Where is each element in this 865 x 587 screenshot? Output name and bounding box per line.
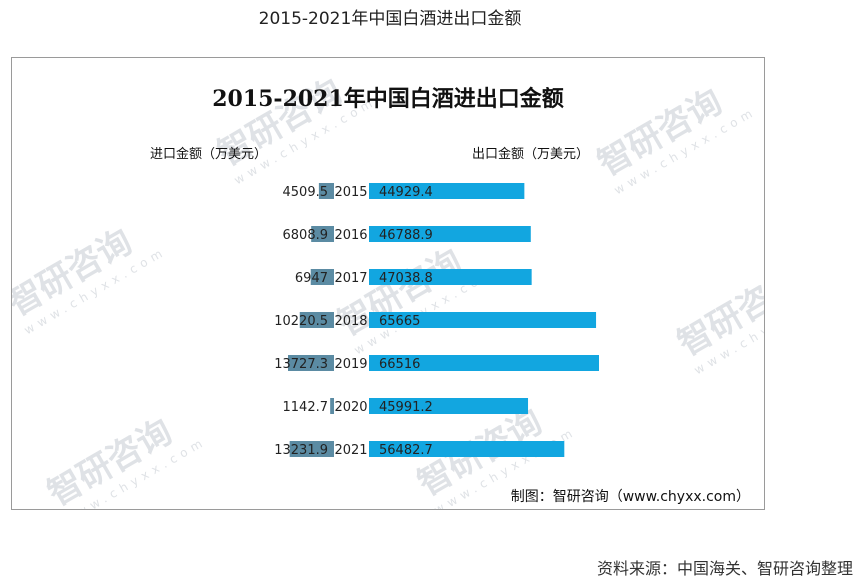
export-value-label: 56482.7 bbox=[379, 443, 433, 458]
import-value-label: 6808.9 bbox=[283, 228, 329, 243]
chart: 2015-2021年中国白酒进出口金额 进口金额（万美元） 出口金额（万美元） … bbox=[150, 86, 750, 505]
import-value-label: 13231.9 bbox=[274, 443, 328, 458]
import-value-label: 1142.7 bbox=[283, 400, 329, 415]
import-value-label: 10220.5 bbox=[274, 314, 328, 329]
year-label: 2015 bbox=[334, 185, 367, 200]
import-value-label: 4509.5 bbox=[283, 185, 329, 200]
export-bar bbox=[369, 183, 525, 199]
year-label: 2019 bbox=[334, 357, 367, 372]
chart-credit: 制图：智研咨询（www.chyxx.com） bbox=[511, 489, 750, 505]
export-value-label: 45991.2 bbox=[379, 400, 433, 415]
import-bar bbox=[310, 269, 334, 285]
export-bar bbox=[369, 441, 565, 457]
chart-frame: 智研咨询 www.chyxx.com 智研咨询 www.chyxx.com 智研咨询… bbox=[11, 57, 765, 510]
import-value-label: 13727.3 bbox=[274, 357, 328, 372]
import-bar bbox=[299, 312, 334, 328]
export-bar bbox=[369, 398, 529, 414]
export-bar bbox=[369, 312, 597, 328]
export-value-label: 65665 bbox=[379, 314, 420, 329]
year-label: 2020 bbox=[334, 400, 367, 415]
year-label: 2018 bbox=[334, 314, 367, 329]
import-bar bbox=[289, 441, 334, 457]
source-note: 资料来源：中国海关、智研咨询整理 bbox=[596, 559, 853, 578]
year-label: 2016 bbox=[334, 228, 367, 243]
export-bar bbox=[369, 269, 532, 285]
year-label: 2021 bbox=[334, 443, 367, 458]
import-bar bbox=[318, 183, 334, 199]
export-bar bbox=[369, 226, 531, 242]
export-series-label: 出口金额（万美元） bbox=[472, 146, 589, 162]
export-value-label: 47038.8 bbox=[379, 271, 433, 286]
import-series-label: 进口金额（万美元） bbox=[150, 146, 267, 162]
import-bar bbox=[288, 355, 334, 371]
year-label: 2017 bbox=[334, 271, 367, 286]
import-bar bbox=[311, 226, 334, 242]
page-title: 2015-2021年中国白酒进出口金额 bbox=[258, 9, 522, 29]
import-bar bbox=[330, 398, 334, 414]
export-value-label: 46788.9 bbox=[379, 228, 433, 243]
import-value-label: 6947 bbox=[295, 271, 328, 286]
export-value-label: 44929.4 bbox=[379, 185, 433, 200]
chart-title: 2015-2021年中国白酒进出口金额 bbox=[212, 86, 564, 112]
export-value-label: 66516 bbox=[379, 357, 420, 372]
bars-layer: 4509.5 2015 44929.4 6808.9 2016 46788.9 6947 20… bbox=[274, 183, 599, 458]
export-bar bbox=[369, 355, 599, 371]
